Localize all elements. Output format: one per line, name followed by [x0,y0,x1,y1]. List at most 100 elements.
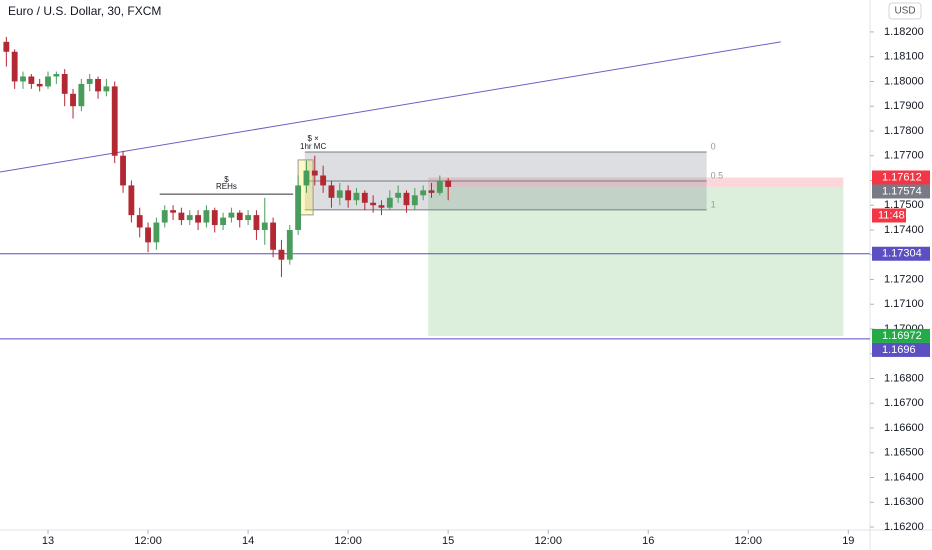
candle-body [253,215,260,230]
price-tag-label: 1.16972 [882,330,922,342]
y-tick-label: 1.16800 [884,372,924,384]
candle-body [378,205,385,208]
x-tick-label: 12:00 [134,535,162,547]
candle-body [445,180,452,187]
candle-body [370,202,377,206]
candle-body [153,222,160,243]
currency-label[interactable]: USD [894,6,915,17]
candle-body [286,229,293,260]
candle-body [428,190,435,193]
y-tick-label: 1.17500 [884,199,924,211]
fib-level-label: 1 [711,199,716,209]
y-tick-label: 1.17900 [884,100,924,112]
candle-body [311,170,318,176]
candle-body [20,76,26,82]
y-tick-label: 1.18100 [884,51,924,63]
candle-body [103,86,110,92]
candle-body [170,210,176,213]
candle-body [361,192,368,203]
y-tick-label: 1.17100 [884,298,924,310]
candle-body [203,210,210,223]
stop-zone [428,177,844,187]
candle-body [195,215,201,223]
box-label: $ × [307,134,319,143]
x-tick-label: 12:00 [334,535,362,547]
candle-body [86,78,93,84]
candle-body [303,170,310,186]
y-tick-label: 1.17400 [884,224,924,236]
x-tick-label: 19 [842,535,854,547]
candle-body [386,197,393,208]
price-tag [872,170,930,185]
candle-body [61,74,68,94]
price-tag-label: 1.17304 [882,248,922,260]
candle-body [211,210,218,226]
candle-body [36,83,43,87]
price-tag [872,184,930,199]
candle-body [178,212,185,221]
candle-body [420,190,427,196]
y-tick-label: 1.16400 [884,471,924,483]
candle-body [395,192,402,198]
trend-line [0,41,781,173]
candle-body [28,76,35,84]
chart-title: Euro / U.S. Dollar, 30, FXCM [8,4,161,18]
price-tag [872,246,930,261]
x-tick-label: 15 [442,535,454,547]
candle-body [236,212,243,221]
candle-body [186,215,193,221]
price-tag-label: 1.17612 [882,171,922,183]
y-tick-label: 1.18000 [884,75,924,87]
countdown-label: 11:48 [878,209,905,221]
candle-body [278,249,285,260]
x-tick-label: 14 [242,535,254,547]
candle-body [336,190,343,198]
price-tag-label: 1.1696 [882,344,916,356]
candle-body [136,215,143,228]
y-tick-label: 1.16500 [884,447,924,459]
currency-button[interactable] [888,2,922,20]
candle-body [53,74,60,77]
y-tick-label: 1.16700 [884,397,924,409]
x-tick-label: 12:00 [735,535,763,547]
price-tag [872,328,930,343]
candle-body [128,185,135,216]
y-tick-label: 1.17700 [884,150,924,162]
fib-level-label: 0.5 [711,170,724,180]
y-tick-label: 1.17200 [884,273,924,285]
candle-body [320,175,327,186]
candle-body [245,215,252,221]
reh-label: $ [224,175,229,184]
price-tag [872,342,930,357]
y-tick-label: 1.18200 [884,26,924,38]
y-tick-label: 1.16600 [884,422,924,434]
y-tick-label: 1.16300 [884,496,924,508]
candle-body [228,212,235,218]
candle-body [78,83,85,107]
x-tick-label: 16 [642,535,654,547]
candle-body [11,51,18,82]
candle-body [3,41,10,52]
reh-label: REHs [216,182,237,191]
countdown-tag [872,208,906,223]
candle-body [161,210,168,223]
candle-body [270,222,277,250]
candle-body [436,180,443,193]
candle-body [403,192,410,206]
x-tick-label: 13 [42,535,54,547]
candle-body [120,155,126,186]
fib-level-label: 0 [711,141,716,151]
candle-body [261,222,268,230]
y-tick-label: 1.17800 [884,125,924,137]
candle-body [345,190,352,201]
candle-body [411,195,418,206]
x-tick-label: 12:00 [534,535,562,547]
candle-body [111,86,118,156]
candle-body [328,185,335,198]
candle-body [220,217,227,226]
candle-body [353,192,360,201]
target-zone [428,186,844,336]
box-label: 1hr MC [300,142,326,151]
